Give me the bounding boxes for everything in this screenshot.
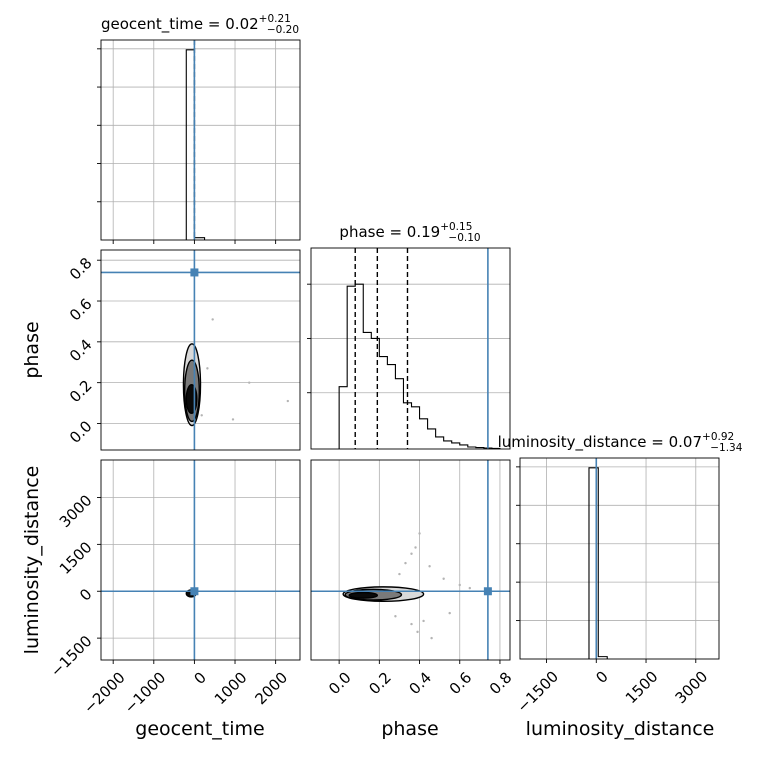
scatter-point xyxy=(468,586,471,590)
axes-frame xyxy=(100,459,301,661)
x-tick-label: −2000 xyxy=(80,668,129,717)
histogram-bars xyxy=(185,49,206,240)
panel-title: phase = 0.19+0.15 −0.10 xyxy=(339,221,480,244)
axes-frame xyxy=(100,39,301,241)
phase-vs-geocent-time-panel: 0.0 0.2 0.4 0.6 0.8 xyxy=(66,249,301,451)
truth-marker xyxy=(190,587,199,596)
y-tick-label: 0.6 xyxy=(66,295,96,325)
scatter-point xyxy=(398,572,401,576)
scatter-point xyxy=(286,399,290,403)
y-tick-label: −1500 xyxy=(47,632,96,681)
truth-marker xyxy=(483,587,492,596)
truth-marker xyxy=(190,268,199,277)
scatter-point xyxy=(458,583,461,587)
x-tick-label: −1500 xyxy=(513,667,562,716)
x-tick-label: 1500 xyxy=(622,667,662,707)
y-tick-label: 0.4 xyxy=(66,336,96,366)
y-axis-label-luminosity-distance: luminosity_distance xyxy=(21,466,43,655)
scatter-point xyxy=(448,611,451,615)
x-tick-label: 1000 xyxy=(211,668,251,708)
x-tick-label: 3000 xyxy=(672,667,712,707)
panel-title: luminosity_distance = 0.07+0.92 −1.34 xyxy=(498,431,743,454)
scatter-point xyxy=(394,615,397,618)
scatter-point xyxy=(428,565,431,568)
scatter-point xyxy=(404,561,407,565)
scatter-point xyxy=(414,546,417,549)
x-tick-label: 0.8 xyxy=(486,668,516,698)
scatter-point xyxy=(442,577,445,580)
y-tick-label: 1500 xyxy=(56,538,96,578)
scatter-point xyxy=(211,318,214,321)
panel-title: geocent_time = 0.02+0.21 −0.20 xyxy=(101,13,299,36)
axes-frame xyxy=(310,459,511,661)
luminosity-distance-hist-panel: luminosity_distance = 0.07+0.92 −1.34 −150… xyxy=(498,431,743,716)
scatter-point xyxy=(231,418,235,421)
x-axis-label-luminosity-distance: luminosity_distance xyxy=(526,718,715,740)
histogram-bars xyxy=(588,467,608,659)
scatter-point xyxy=(200,414,203,417)
x-tick-label: 0 xyxy=(592,667,611,686)
y-axis-label-phase: phase xyxy=(21,321,43,378)
axes-frame xyxy=(519,457,720,660)
y-tick-label: 3000 xyxy=(56,491,96,531)
scatter-point xyxy=(418,532,421,535)
scatter-point xyxy=(430,636,433,640)
density-contour xyxy=(185,383,198,414)
scatter-point xyxy=(410,622,413,626)
x-tick-label: 2000 xyxy=(251,668,291,708)
luminosity-distance-vs-phase-panel: 0.0 0.2 0.4 0.6 0.8 xyxy=(310,459,516,698)
x-axis-label-phase: phase xyxy=(381,718,438,740)
axes-frame xyxy=(100,249,301,451)
phase-hist-panel: phase = 0.19+0.15 −0.10 xyxy=(307,221,511,450)
scatter-point xyxy=(416,630,419,634)
y-tick-label: 0 xyxy=(76,585,95,604)
x-tick-label: 0.0 xyxy=(325,668,355,698)
x-tick-label: −1000 xyxy=(121,668,170,717)
x-tick-label: 0.6 xyxy=(446,668,476,698)
scatter-point xyxy=(248,381,251,384)
y-tick-label: 0.0 xyxy=(66,417,96,447)
geocent-time-hist-panel: geocent_time = 0.02+0.21 −0.20 xyxy=(97,13,301,244)
y-tick-label: 0.2 xyxy=(66,376,96,406)
scatter-point xyxy=(206,367,209,370)
x-tick-label: 0.4 xyxy=(406,668,436,698)
histogram-bars xyxy=(338,283,501,449)
scatter-point xyxy=(422,619,425,623)
x-tick-label: 0.2 xyxy=(365,668,395,698)
axes-frame xyxy=(310,247,511,450)
scatter-point xyxy=(410,552,413,555)
x-axis-label-geocent-time: geocent_time xyxy=(135,718,264,740)
x-tick-label: 0 xyxy=(190,668,209,687)
y-tick-label: 0.8 xyxy=(66,254,96,284)
density-contour xyxy=(348,591,379,599)
